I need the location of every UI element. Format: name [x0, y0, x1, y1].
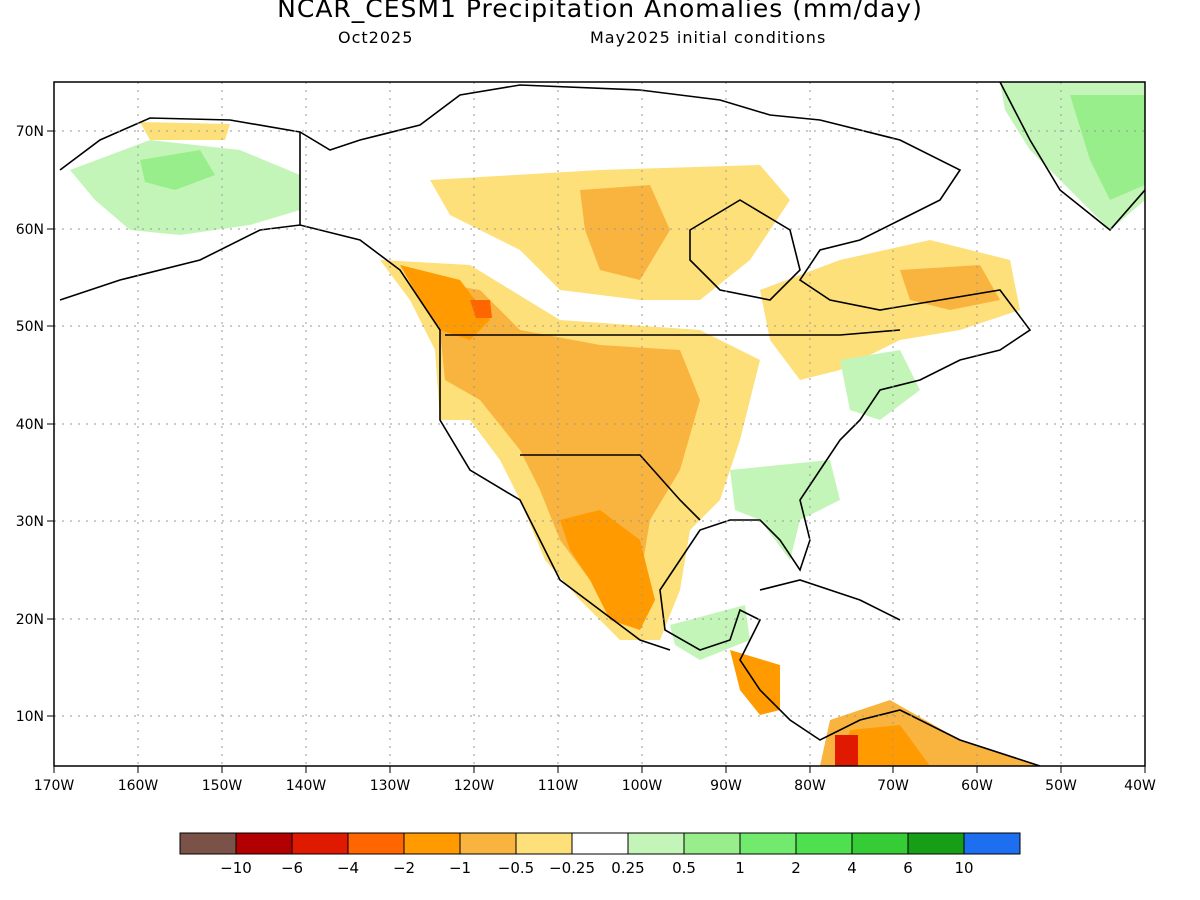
colorbar-swatch-7: [571, 832, 629, 855]
colorbar-swatch-9: [683, 832, 741, 855]
lon-label-50w: 50W: [1045, 778, 1077, 794]
us-mexico-border: [520, 454, 701, 521]
colorbar-label-7: 0.25: [611, 859, 644, 877]
lon-label-60w: 60W: [961, 778, 993, 794]
colorbar-label-12: 6: [903, 859, 913, 877]
colorbar-swatch-6: [515, 832, 573, 855]
colorbar-label-2: −4: [337, 859, 359, 877]
lat-label-40n: 40N: [16, 417, 44, 433]
alaska-dry-strip: [140, 122, 230, 140]
colorbar-swatch-2: [291, 832, 349, 855]
lon-ticks: [53, 766, 1146, 773]
colorbar-label-3: −2: [393, 859, 415, 877]
colorbar-label-8: 0.5: [672, 859, 696, 877]
lon-label-170w: 170W: [34, 778, 75, 794]
colorbar-label-13: 10: [954, 859, 973, 877]
alaska-wet-core: [140, 150, 215, 190]
colorbar-label-1: −6: [281, 859, 303, 877]
lon-label-90w: 90W: [710, 778, 742, 794]
map-panel: [54, 82, 1145, 766]
greenland-coast: [999, 82, 1145, 232]
us-canada-border: [445, 329, 901, 336]
lon-label-130w: 130W: [370, 778, 411, 794]
pacific-coast: [59, 224, 671, 651]
colorbar-swatch-1: [235, 832, 293, 855]
colombia-dry-peak: [835, 735, 858, 766]
initial-conditions: May2025 initial conditions: [590, 28, 827, 47]
lat-labels: 10N 20N 30N 40N 50N 60N 70N: [16, 124, 44, 725]
map-title: NCAR_CESM1 Precipitation Anomalies (mm/d…: [277, 0, 923, 23]
colorbar-swatch-14: [963, 832, 1021, 855]
coastlines: [59, 82, 1145, 766]
northeast-wet-area: [840, 350, 920, 420]
lat-label-50n: 50N: [16, 319, 44, 335]
pacific-northwest-dry-core: [400, 265, 490, 340]
colorbar-swatch-8: [627, 832, 685, 855]
lon-label-150w: 150W: [202, 778, 243, 794]
forecast-month: Oct2025: [338, 28, 414, 47]
lon-label-120w: 120W: [454, 778, 495, 794]
lon-label-160w: 160W: [118, 778, 159, 794]
lon-label-140w: 140W: [286, 778, 327, 794]
colorbar-frame: [179, 832, 1021, 855]
southeast-wet-area: [730, 460, 840, 560]
gridlines: [54, 82, 1145, 766]
colorbar-label-9: 1: [735, 859, 745, 877]
colorbar-swatch-13: [907, 832, 965, 855]
continent-outline: [59, 84, 1041, 766]
lat-label-20n: 20N: [16, 612, 44, 628]
colorbar-label-5: −0.5: [498, 859, 534, 877]
colorbar: −10 −6 −4 −2 −1 −0.5 −0.25 0.25 0.5 1 2 4 6 10: [179, 832, 1021, 877]
lon-label-40w: 40W: [1124, 778, 1156, 794]
alaska-wet-area: [70, 140, 300, 235]
colorbar-label-6: −0.25: [549, 859, 595, 877]
yucatan-wet-area: [670, 605, 750, 660]
greenland-wet-core: [1070, 95, 1145, 200]
western-us-dry-mid: [420, 280, 700, 610]
colorbar-swatch-3: [347, 832, 405, 855]
colorbar-swatch-12: [851, 832, 909, 855]
colorbar-swatch-5: [459, 832, 517, 855]
lat-label-30n: 30N: [16, 514, 44, 530]
lon-label-100w: 100W: [622, 778, 663, 794]
south-america-dry-core: [840, 725, 930, 766]
lon-label-110w: 110W: [538, 778, 579, 794]
lat-ticks: [47, 130, 54, 717]
colorbar-label-10: 2: [791, 859, 801, 877]
lon-label-70w: 70W: [877, 778, 909, 794]
colorbar-label-11: 4: [847, 859, 857, 877]
bc-dry-peak: [470, 300, 492, 318]
colorbar-label-4: −1: [449, 859, 471, 877]
colorbar-swatch-4: [403, 832, 461, 855]
caribbean-islands: [759, 579, 901, 621]
colorbar-label-0: −10: [220, 859, 252, 877]
lat-label-70n: 70N: [16, 124, 44, 140]
hudson-bay: [689, 199, 801, 301]
lon-label-80w: 80W: [794, 778, 826, 794]
lat-label-60n: 60N: [16, 222, 44, 238]
anomaly-fields: [70, 82, 1145, 766]
colorbar-swatch-10: [739, 832, 797, 855]
colorbar-swatch-0: [179, 832, 237, 855]
lat-label-10n: 10N: [16, 709, 44, 725]
canada-dry-core: [580, 185, 670, 280]
lon-labels: 170W 160W 150W 140W 130W 120W 110W 100W …: [34, 778, 1156, 794]
labrador-dry-core: [900, 265, 1000, 310]
colorbar-swatch-11: [795, 832, 853, 855]
mexico-dry-core: [560, 510, 655, 630]
